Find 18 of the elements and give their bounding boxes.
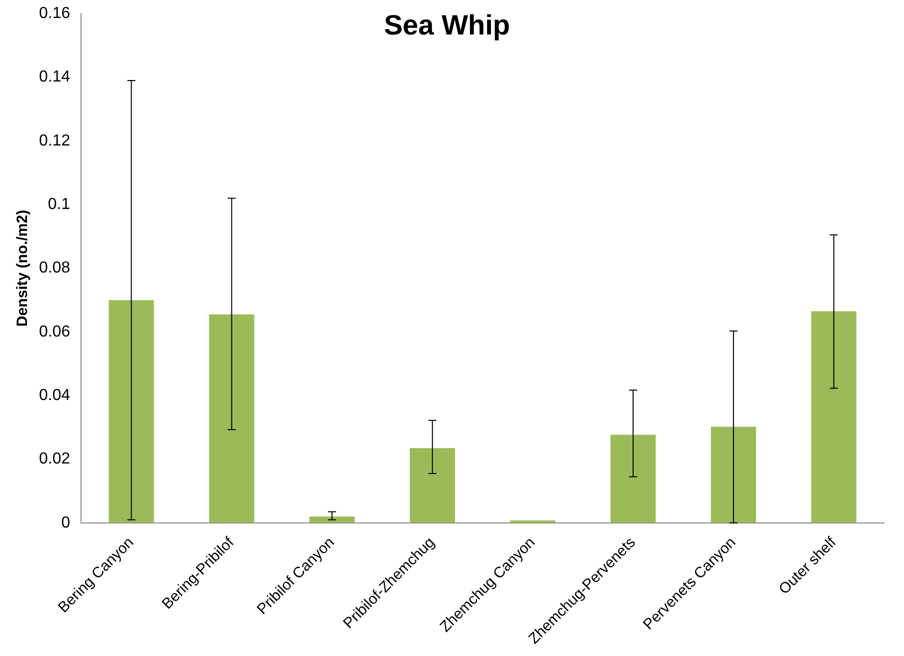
bar <box>811 311 856 523</box>
bar <box>209 314 254 523</box>
bar <box>610 434 656 523</box>
bar <box>309 516 355 523</box>
y-tick-label: 0 <box>61 514 70 532</box>
y-tick-label: 0.16 <box>39 5 70 22</box>
y-tick-label: 0.1 <box>48 196 70 213</box>
y-tick-label: 0.12 <box>39 132 70 150</box>
y-tick-label: 0.02 <box>39 450 70 468</box>
y-tick-label: 0.06 <box>39 323 70 340</box>
y-axis-title: Density (no./m2) <box>14 210 32 327</box>
bar <box>108 300 154 523</box>
chart-title: Sea Whip <box>384 10 510 41</box>
bar <box>710 426 756 523</box>
y-tick-label: 0.04 <box>39 386 70 404</box>
y-tick-label: 0.08 <box>39 260 70 277</box>
y-tick-label: 0.14 <box>39 68 70 86</box>
bar <box>410 448 455 523</box>
